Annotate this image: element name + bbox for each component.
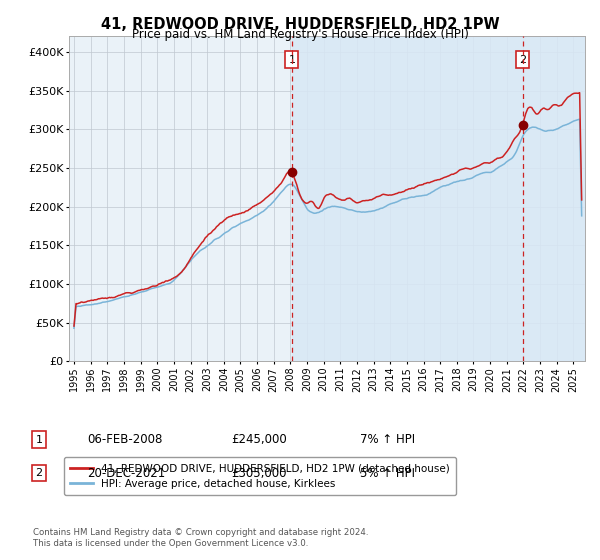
Text: 1: 1 bbox=[289, 55, 295, 64]
Bar bbox=[292, 36, 585, 361]
Text: 1: 1 bbox=[35, 435, 43, 445]
Text: 06-FEB-2008: 06-FEB-2008 bbox=[87, 433, 163, 446]
Text: £245,000: £245,000 bbox=[231, 433, 287, 446]
Text: 41, REDWOOD DRIVE, HUDDERSFIELD, HD2 1PW: 41, REDWOOD DRIVE, HUDDERSFIELD, HD2 1PW bbox=[101, 17, 499, 32]
Text: £305,000: £305,000 bbox=[231, 466, 287, 480]
Text: Price paid vs. HM Land Registry's House Price Index (HPI): Price paid vs. HM Land Registry's House … bbox=[131, 28, 469, 41]
Text: 2: 2 bbox=[519, 55, 526, 64]
Text: 20-DEC-2021: 20-DEC-2021 bbox=[87, 466, 165, 480]
Text: 7% ↑ HPI: 7% ↑ HPI bbox=[360, 433, 415, 446]
Legend: 41, REDWOOD DRIVE, HUDDERSFIELD, HD2 1PW (detached house), HPI: Average price, d: 41, REDWOOD DRIVE, HUDDERSFIELD, HD2 1PW… bbox=[64, 458, 457, 495]
Text: 2: 2 bbox=[35, 468, 43, 478]
Text: Contains HM Land Registry data © Crown copyright and database right 2024.
This d: Contains HM Land Registry data © Crown c… bbox=[33, 528, 368, 548]
Text: 5% ↑ HPI: 5% ↑ HPI bbox=[360, 466, 415, 480]
